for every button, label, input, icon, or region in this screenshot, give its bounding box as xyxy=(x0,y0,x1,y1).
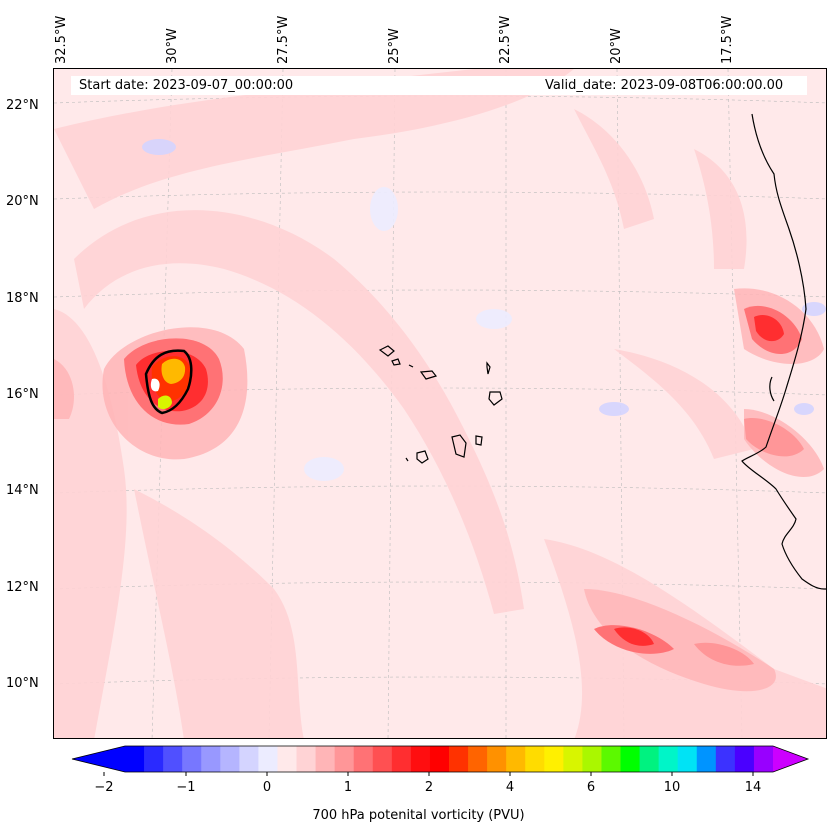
colorbar-outline xyxy=(71,745,810,773)
colorbar-swatch xyxy=(334,746,355,772)
map-panel xyxy=(53,68,827,739)
valid-date-label: Valid_date: 2023-09-08T06:00:00.00 xyxy=(545,78,784,93)
colorbar-swatch xyxy=(487,746,507,772)
lat-label: 14°N xyxy=(6,483,39,498)
lat-label: 20°N xyxy=(6,194,39,209)
lat-label: 12°N xyxy=(6,580,39,595)
pv-strong-core xyxy=(124,338,223,425)
colorbar-swatch xyxy=(544,746,564,772)
colorbar-swatch xyxy=(353,746,374,772)
senegal-coast-detail xyxy=(769,376,775,402)
colorbar-swatch xyxy=(163,746,183,772)
lon-label: 32.5°W xyxy=(54,15,69,64)
colorbar-tick: 6 xyxy=(586,780,596,795)
colorbar-swatch xyxy=(525,746,545,772)
colorbar-swatch xyxy=(696,746,717,772)
colorbar-swatch xyxy=(391,746,412,772)
colorbar-swatch xyxy=(715,746,736,772)
lat-label: 16°N xyxy=(6,387,39,402)
colorbar-tick: −2 xyxy=(94,780,114,795)
colorbar-swatch xyxy=(220,746,240,772)
lon-label: 17.5°W xyxy=(720,15,735,64)
colorbar-low-arrow xyxy=(72,746,125,772)
lon-label: 20°W xyxy=(609,28,624,64)
colorbar-tick: 14 xyxy=(744,780,762,795)
start-date-label: Start date: 2023-09-07_00:00:00 xyxy=(79,78,294,93)
colorbar-swatch xyxy=(601,746,622,772)
pv-negative-patches xyxy=(142,139,826,481)
colorbar-swatch xyxy=(506,746,526,772)
pv-background-features xyxy=(54,69,826,738)
lon-label: 22.5°W xyxy=(498,15,513,64)
african-coastline xyxy=(741,113,826,590)
colorbar-swatch xyxy=(753,746,774,772)
colorbar-swatch xyxy=(468,746,488,772)
cape-verde-islands xyxy=(378,345,503,464)
colorbar-swatch xyxy=(449,746,469,772)
pv-field-map xyxy=(54,69,826,738)
colorbar-tick: 1 xyxy=(343,780,353,795)
colorbar-swatch xyxy=(429,746,450,772)
colorbar xyxy=(71,745,810,776)
colorbar-swatch xyxy=(182,746,202,772)
colorbar-swatch xyxy=(315,746,336,772)
lat-label: 10°N xyxy=(6,676,39,691)
info-bar xyxy=(71,76,807,95)
lon-label: 25°W xyxy=(387,28,402,64)
colorbar-swatch xyxy=(639,746,660,772)
colorbar-swatch xyxy=(296,746,317,772)
colorbar-swatch xyxy=(239,746,259,772)
colorbar-swatch xyxy=(125,746,145,772)
lat-label: 18°N xyxy=(6,291,39,306)
colorbar-swatch xyxy=(410,746,431,772)
colorbar-swatch xyxy=(563,746,583,772)
colorbar-swatch xyxy=(277,746,298,772)
colorbar-swatch xyxy=(620,746,641,772)
lon-label: 27.5°W xyxy=(276,15,291,64)
colorbar-swatch xyxy=(144,746,164,772)
lon-label: 30°W xyxy=(165,28,180,64)
colorbar-tick: 0 xyxy=(262,780,272,795)
colorbar-tick: 4 xyxy=(505,780,515,795)
colorbar-swatch xyxy=(658,746,679,772)
colorbar-swatch xyxy=(734,746,755,772)
colorbar-tick: 2 xyxy=(424,780,434,795)
colorbar-swatch xyxy=(677,746,698,772)
colorbar-tick: −1 xyxy=(176,780,196,795)
lat-label: 22°N xyxy=(6,98,39,113)
colorbar-high-arrow xyxy=(773,746,808,772)
colorbar-label: 700 hPa potenital vorticity (PVU) xyxy=(312,808,525,823)
colorbar-swatch xyxy=(258,746,278,772)
pv-coast-features xyxy=(594,305,804,666)
colorbar-swatch xyxy=(201,746,221,772)
colorbar-swatch xyxy=(372,746,393,772)
colorbar-tick: 10 xyxy=(663,780,681,795)
colorbar-swatch xyxy=(582,746,602,772)
